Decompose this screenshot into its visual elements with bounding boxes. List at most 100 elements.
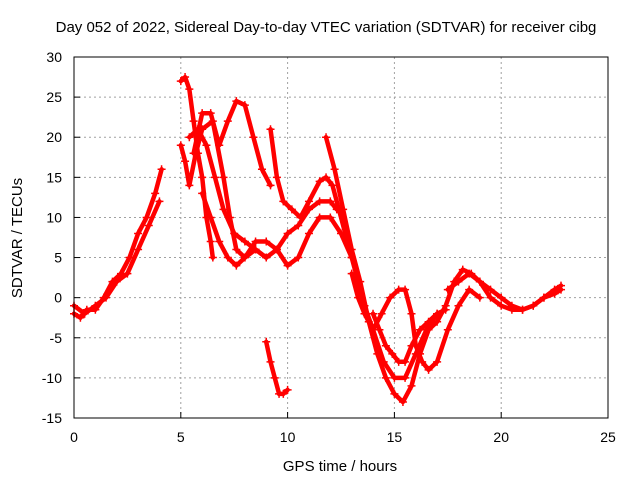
data-point-marker [550, 289, 559, 298]
y-tick-label: -10 [42, 370, 62, 386]
data-point-marker [287, 205, 296, 214]
data-point-marker [418, 357, 427, 366]
data-point-marker [155, 197, 164, 206]
y-tick-label: -5 [50, 330, 63, 346]
data-point-marker [326, 197, 335, 206]
data-point-marker [424, 365, 433, 374]
data-point-marker [296, 213, 305, 222]
data-point-marker [381, 341, 390, 350]
data-point-marker [390, 389, 399, 398]
data-point-marker [232, 245, 241, 254]
data-point-marker [454, 301, 463, 310]
data-point-marker [328, 181, 337, 190]
data-point-marker [215, 237, 224, 246]
data-point-marker [304, 229, 313, 238]
data-point-marker [294, 221, 303, 230]
data-point-marker [416, 325, 425, 334]
data-point-marker [388, 349, 397, 358]
data-point-marker [322, 133, 331, 142]
data-point-marker [219, 205, 228, 214]
x-tick-label: 15 [387, 429, 403, 445]
data-point-marker [330, 165, 339, 174]
data-point-marker [240, 101, 249, 110]
data-point-marker [401, 373, 410, 382]
data-point-marker [262, 337, 271, 346]
data-point-marker [91, 301, 100, 310]
data-point-marker [354, 293, 363, 302]
data-point-marker [401, 285, 410, 294]
series-line-pass-13 [370, 307, 448, 365]
series-line-pass-1 [71, 167, 164, 320]
data-point-marker [219, 173, 228, 182]
grid [74, 57, 608, 418]
data-point-marker [272, 245, 281, 254]
data-point-marker [262, 253, 271, 262]
data-point-marker [257, 165, 266, 174]
plot-frame [73, 56, 609, 419]
data-point-marker [151, 189, 160, 198]
data-point-marker [304, 197, 313, 206]
data-point-marker [433, 309, 442, 318]
y-axis-label: SDTVAR / TECUs [9, 178, 26, 298]
data-point-marker [315, 177, 324, 186]
data-point-marker [283, 229, 292, 238]
x-axis-label: GPS time / hours [283, 458, 397, 475]
data-point-marker [157, 165, 166, 174]
data-point-marker [76, 313, 85, 322]
data-point-marker [232, 97, 241, 106]
data-point-marker [176, 141, 185, 150]
y-tick-label: 10 [46, 209, 62, 225]
data-point-marker [240, 253, 249, 262]
data-point-marker [142, 213, 151, 222]
data-point-marker [294, 253, 303, 262]
data-point-marker [279, 197, 288, 206]
data-point-marker [181, 73, 190, 82]
data-point-marker [266, 357, 275, 366]
series-line-pass-7 [199, 191, 354, 268]
data-point-marker [381, 373, 390, 382]
data-point-marker [343, 237, 352, 246]
data-point-marker [465, 269, 474, 278]
data-point-marker [181, 157, 190, 166]
data-point-marker [232, 261, 241, 270]
data-point-marker [80, 309, 89, 318]
data-point-marker [208, 253, 217, 262]
series-line-pass-11 [345, 239, 440, 381]
data-point-marker [433, 357, 442, 366]
data-point-marker [454, 277, 463, 286]
data-point-marker [347, 269, 356, 278]
data-point-marker [390, 373, 399, 382]
data-point-marker [272, 173, 281, 182]
data-point-marker [189, 117, 198, 126]
data-point-marker [486, 293, 495, 302]
data-point-marker [315, 213, 324, 222]
data-point-marker [223, 253, 232, 262]
data-point-marker [249, 133, 258, 142]
y-tick-label: 30 [46, 49, 62, 65]
x-tick-label: 5 [177, 429, 185, 445]
data-point-marker [507, 305, 516, 314]
data-point-marker [398, 397, 407, 406]
data-point-marker [206, 237, 215, 246]
data-point-marker [198, 109, 207, 118]
data-point-marker [185, 85, 194, 94]
data-point-marker [529, 301, 538, 310]
data-point-marker [339, 205, 348, 214]
data-point-marker [497, 293, 506, 302]
y-tick-label: 5 [54, 250, 62, 266]
series-line-pass-9 [263, 339, 290, 397]
data-point-marker [266, 181, 275, 190]
data-point-marker [557, 285, 566, 294]
data-point-marker [443, 285, 452, 294]
y-tick-label: 20 [46, 129, 62, 145]
data-point-marker [112, 277, 121, 286]
data-point-marker [215, 141, 224, 150]
data-point-marker [360, 309, 369, 318]
data-point-marker [230, 229, 239, 238]
data-point-marker [475, 293, 484, 302]
data-point-marker [315, 197, 324, 206]
data-point-marker [270, 373, 279, 382]
data-point-marker [407, 341, 416, 350]
data-point-marker [401, 357, 410, 366]
data-point-marker [369, 309, 378, 318]
